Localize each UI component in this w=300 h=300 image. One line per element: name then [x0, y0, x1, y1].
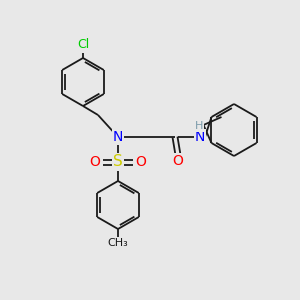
Text: O: O: [136, 155, 146, 169]
Text: N: N: [195, 130, 205, 144]
Text: O: O: [90, 155, 101, 169]
Text: O: O: [172, 154, 183, 168]
Text: CH₃: CH₃: [108, 238, 128, 248]
Text: H: H: [195, 121, 203, 131]
Text: N: N: [113, 130, 123, 144]
Text: S: S: [113, 154, 123, 169]
Text: Cl: Cl: [77, 38, 89, 52]
